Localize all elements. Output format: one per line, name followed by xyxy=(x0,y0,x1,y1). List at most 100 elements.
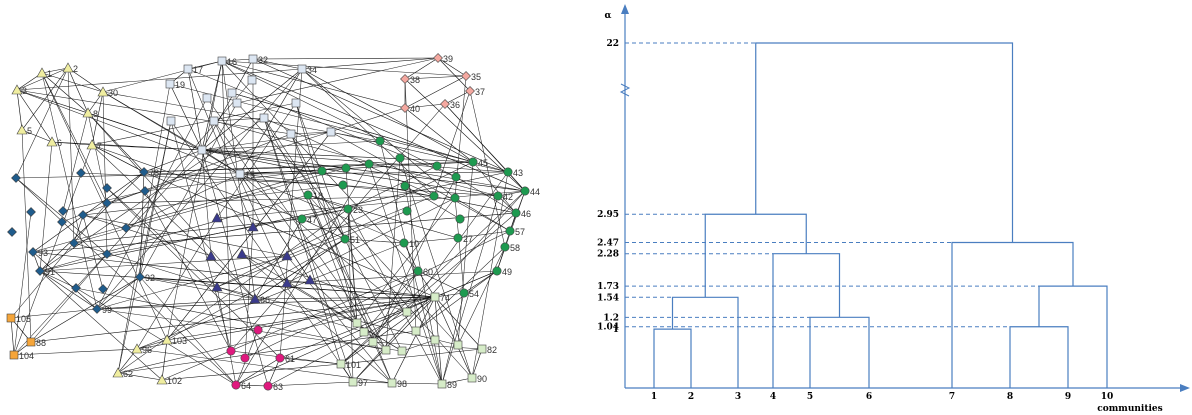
circle-node xyxy=(395,153,405,163)
node-label-90: 90 xyxy=(477,374,487,384)
edge xyxy=(372,270,419,343)
node-54 xyxy=(459,288,469,298)
node-30 xyxy=(97,86,109,97)
edge xyxy=(30,296,436,343)
node-64 xyxy=(231,380,241,390)
edge xyxy=(39,270,436,298)
edge xyxy=(437,57,471,92)
circle-node xyxy=(317,166,327,176)
node-label-6: 6 xyxy=(57,138,62,148)
edge xyxy=(96,296,436,310)
diamond-node xyxy=(98,284,108,294)
y-axis-arrow xyxy=(621,4,629,14)
node-label-43: 43 xyxy=(513,168,523,178)
node-label-3: 3 xyxy=(22,86,27,96)
edge xyxy=(187,60,223,70)
node-43 xyxy=(503,167,513,177)
network-edges xyxy=(10,57,526,387)
node-49 xyxy=(492,266,502,276)
edge xyxy=(87,112,256,300)
diamond-node xyxy=(71,283,81,293)
node-label-57: 57 xyxy=(515,227,525,237)
node-42 xyxy=(493,191,503,201)
node-82 xyxy=(477,344,487,354)
diamond-node xyxy=(78,210,88,220)
edge xyxy=(404,107,474,163)
triangle-node xyxy=(304,274,316,285)
edge xyxy=(434,296,473,379)
edge xyxy=(457,230,511,239)
edge xyxy=(279,68,303,359)
leaf-label-4: 4 xyxy=(770,392,776,402)
node-label-49: 49 xyxy=(502,267,512,277)
diamond-node xyxy=(121,223,131,233)
edge xyxy=(16,89,292,135)
level-label: 2.28 xyxy=(597,250,619,260)
edge xyxy=(62,112,89,212)
node-label-61: 61 xyxy=(285,354,295,364)
node-99 xyxy=(92,304,102,314)
edge xyxy=(352,296,436,383)
edge xyxy=(239,68,303,175)
edge xyxy=(213,120,499,197)
edge xyxy=(13,348,138,356)
node-58 xyxy=(500,242,510,252)
edge xyxy=(301,57,439,70)
edge xyxy=(102,91,203,151)
edge xyxy=(252,58,303,70)
edge xyxy=(73,218,303,244)
edge xyxy=(82,214,104,290)
edge xyxy=(415,246,506,332)
diamond-node xyxy=(11,173,21,183)
edge xyxy=(235,384,269,387)
edge xyxy=(39,117,265,272)
edge xyxy=(13,211,32,356)
edge xyxy=(437,57,467,77)
dendrogram-branch xyxy=(653,328,692,388)
edge xyxy=(41,72,108,204)
circle-node xyxy=(338,180,348,190)
edge xyxy=(117,83,171,374)
edge xyxy=(166,60,223,341)
edge xyxy=(279,296,436,359)
edge xyxy=(404,78,417,332)
edge xyxy=(301,68,474,163)
node-label-82: 82 xyxy=(487,345,497,355)
edge xyxy=(201,58,254,151)
diamond-node xyxy=(58,206,68,216)
edge xyxy=(404,103,446,109)
edge xyxy=(472,161,517,214)
edge xyxy=(286,195,435,257)
node-45 xyxy=(468,157,478,167)
dendrogram-branch xyxy=(755,42,1014,243)
edge xyxy=(144,163,370,192)
node-35 xyxy=(461,71,471,81)
edge xyxy=(454,197,465,294)
edge xyxy=(340,348,483,365)
edge xyxy=(404,185,443,385)
edge xyxy=(415,270,498,332)
edge xyxy=(213,117,265,122)
edge xyxy=(102,91,108,255)
node-96 xyxy=(131,343,143,354)
level-label: 1.73 xyxy=(597,282,619,292)
leaf-label-8: 8 xyxy=(1007,392,1013,402)
node-2 xyxy=(62,62,74,73)
edge xyxy=(201,149,241,175)
node-label-89: 89 xyxy=(447,380,457,390)
circle-node xyxy=(375,136,385,146)
edge xyxy=(434,270,498,298)
node-63 xyxy=(263,381,273,391)
edge xyxy=(216,210,408,288)
edge xyxy=(216,102,297,219)
edge xyxy=(216,286,237,386)
diamond-node xyxy=(102,249,112,259)
dendrogram-branch xyxy=(1038,285,1108,388)
edge xyxy=(472,161,509,173)
edge xyxy=(117,296,436,374)
node-74 xyxy=(430,292,440,302)
level-label: 2.47 xyxy=(597,239,619,249)
node-label-105: 105 xyxy=(16,314,31,324)
edge xyxy=(41,72,89,114)
edge xyxy=(267,357,281,387)
